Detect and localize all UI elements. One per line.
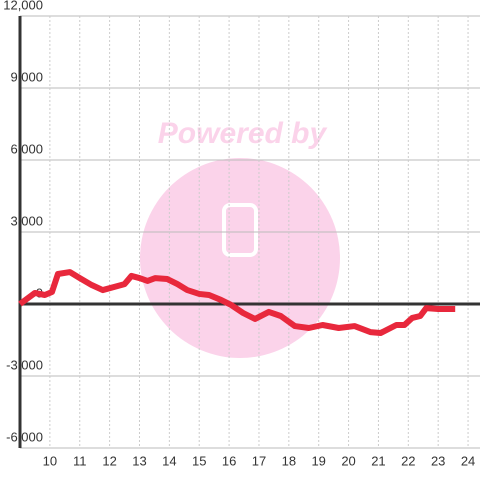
x-tick-label: 16: [222, 453, 236, 468]
plot: [18, 269, 456, 337]
y-tick-label: 9,000: [10, 69, 43, 84]
x-tick-label: 14: [162, 453, 176, 468]
watermark-logo: [140, 158, 340, 358]
watermark-text: Powered by: [158, 117, 328, 150]
x-tick-label: 18: [282, 453, 296, 468]
y-tick-label: 3,000: [10, 213, 43, 228]
x-tick-label: 12: [102, 453, 116, 468]
x-tick-label: 15: [192, 453, 206, 468]
y-tick-label: -6,000: [6, 429, 43, 444]
x-tick-label: 19: [311, 453, 325, 468]
x-tick-label: 17: [252, 453, 266, 468]
x-tick-label: 24: [461, 453, 475, 468]
x-tick-label: 22: [401, 453, 415, 468]
x-tick-label: 21: [371, 453, 385, 468]
x-tick-label: 23: [431, 453, 445, 468]
x-tick-label: 11: [73, 453, 87, 468]
watermark-icon: [222, 203, 258, 257]
x-tick-label: 10: [43, 453, 57, 468]
x-tick-label: 20: [341, 453, 355, 468]
y-tick-label: 6,000: [10, 141, 43, 156]
x-tick-label: 13: [132, 453, 146, 468]
y-tick-label: 12,000: [3, 0, 43, 12]
y-tick-label: -3,000: [6, 357, 43, 372]
series-line: [18, 269, 456, 337]
